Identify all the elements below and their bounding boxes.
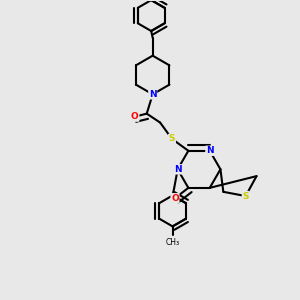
Text: CH₃: CH₃ [166,238,180,247]
Text: S: S [242,191,249,200]
Text: N: N [149,90,157,99]
Text: N: N [206,146,214,155]
Text: S: S [169,134,175,143]
Text: O: O [171,194,179,203]
Text: O: O [131,112,139,121]
Text: N: N [174,165,182,174]
